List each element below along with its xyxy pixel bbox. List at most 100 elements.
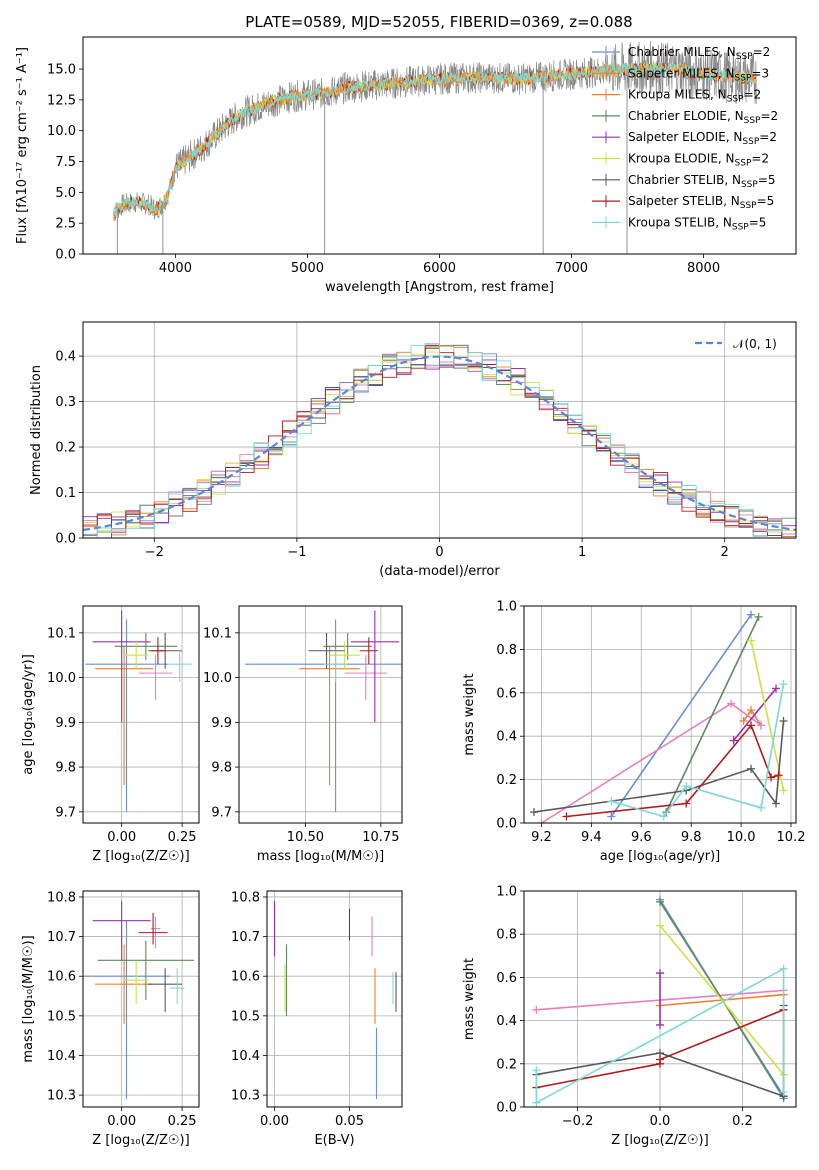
y-tick-label: 0.0 <box>496 817 517 832</box>
y-tick-label: 9.9 <box>211 716 232 731</box>
y-tick-label: 10.4 <box>47 1049 76 1064</box>
y-tick-label: 0.8 <box>496 928 517 943</box>
axes-frame <box>523 605 797 824</box>
y-tick-label: 0.4 <box>496 1014 517 1029</box>
legend-label: 𝒩(0, 1) <box>733 337 777 351</box>
y-axis-label: Normed distribution <box>29 365 44 495</box>
x-axis-label: Z [log₁₀(Z/Z☉)] <box>92 849 189 864</box>
data-point <box>656 897 664 906</box>
legend-label: Kroupa MILES, NSSP=2 <box>628 88 761 105</box>
x-tick-label: −0.2 <box>562 1114 594 1129</box>
y-tick-label: 10.1 <box>203 626 232 641</box>
axes-frame <box>523 890 797 1108</box>
y-tick-label: 10.4 <box>231 1049 260 1064</box>
x-tick-label: 0.0 <box>650 1114 671 1129</box>
x-tick-label: 9.2 <box>531 830 552 845</box>
x-tick-label: 9.8 <box>681 830 702 845</box>
y-tick-label: 0.1 <box>55 486 76 501</box>
data-point <box>562 812 571 821</box>
x-axis-label: wavelength [Angstrom, rest frame] <box>325 280 554 295</box>
y-axis-label: mass [log₁₀(M/M☉)] <box>21 935 36 1062</box>
x-tick-label: −1 <box>287 545 306 560</box>
y-tick-label: 10.7 <box>231 930 260 945</box>
legend-label: Kroupa ELODIE, NSSP=2 <box>628 152 769 169</box>
y-axis-label: mass weight <box>462 673 477 755</box>
y-tick-label: 10.8 <box>47 890 76 905</box>
y-tick-label: 0.0 <box>55 248 76 263</box>
data-point <box>607 812 616 821</box>
plot-area <box>112 40 757 254</box>
y-tick-label: 12.5 <box>47 93 76 108</box>
axes-frame <box>82 36 797 255</box>
y-tick-label: 0.0 <box>496 1101 517 1116</box>
legend-label: Kroupa STELIB, NSSP=5 <box>628 215 766 232</box>
x-tick-label: 0.00 <box>107 830 136 845</box>
data-point <box>682 782 691 791</box>
data-point <box>779 964 788 973</box>
axes-frame <box>82 605 200 824</box>
data-point <box>532 1005 541 1014</box>
histogram-step-line <box>96 342 796 538</box>
plot-area <box>273 900 397 1100</box>
x-tick-label: 2 <box>721 545 729 560</box>
panel-mass-weight-vs-Z: −0.2 0.0 0.2 0.0 0.2 0.4 0.6 0.8 1.0 Z [log₁₀(Z/Z… <box>462 885 797 1148</box>
x-tick-label: 0.2 <box>732 1114 753 1129</box>
y-tick-label: 1.0 <box>496 600 517 615</box>
panel-age-vs-Z: 0.00 0.25 9.7 9.8 9.9 10.0 10.1 Z [log₁₀(Z/Z☉)]… <box>21 605 200 864</box>
data-point <box>729 736 738 745</box>
series-line <box>533 720 785 813</box>
y-tick-label: 2.5 <box>55 217 76 232</box>
legend-label: Chabrier ELODIE, NSSP=2 <box>628 109 778 126</box>
y-axis-label: age [log₁₀(age/yr)] <box>21 654 36 775</box>
legend-label: Salpeter STELIB, NSSP=5 <box>628 194 774 211</box>
legend-label: Chabrier STELIB, NSSP=5 <box>628 173 776 190</box>
data-point <box>529 808 538 817</box>
y-tick-label: 0.2 <box>496 773 517 788</box>
series-line <box>610 614 752 817</box>
figure-title: PLATE=0589, MJD=52055, FIBERID=0369, z=0… <box>245 13 632 31</box>
x-tick-label: 7000 <box>555 261 588 276</box>
data-point <box>532 1066 541 1075</box>
series-line <box>541 702 762 823</box>
x-tick-label: 0.00 <box>107 1114 136 1129</box>
data-point <box>747 706 756 715</box>
x-tick-label: 0 <box>435 545 443 560</box>
data-point <box>767 773 776 782</box>
y-tick-label: 1.0 <box>496 885 517 900</box>
y-tick-label: 0.2 <box>55 441 76 456</box>
y-tick-label: 0.3 <box>55 395 76 410</box>
y-tick-label: 9.8 <box>211 761 232 776</box>
y-tick-label: 9.9 <box>55 716 76 731</box>
data-point <box>656 1020 664 1029</box>
x-tick-label: 6000 <box>423 261 456 276</box>
plot-area <box>532 895 788 1107</box>
y-tick-label: 9.8 <box>55 761 76 776</box>
series-line <box>750 640 785 791</box>
y-tick-label: 9.7 <box>55 805 76 820</box>
y-tick-label: 10.0 <box>47 671 76 686</box>
x-tick-label: 10.75 <box>362 830 399 845</box>
y-tick-label: 0.0 <box>55 532 76 547</box>
plot-area <box>529 610 788 823</box>
y-tick-label: 10.0 <box>203 671 232 686</box>
y-tick-label: 0.8 <box>496 643 517 658</box>
y-axis-label: mass weight <box>462 958 477 1040</box>
axes-frame <box>266 890 403 1108</box>
data-point <box>747 721 756 730</box>
panel-mass-weight-vs-age: 9.2 9.4 9.6 9.8 10.0 10.2 0.0 0.2 0.4 0.6 0.8 1.0 ag… <box>462 600 805 865</box>
y-tick-label: 0.6 <box>496 971 517 986</box>
normal-curve <box>83 355 796 532</box>
x-tick-label: 0.05 <box>335 1114 364 1129</box>
y-tick-label: 15.0 <box>47 63 76 78</box>
y-tick-label: 10.8 <box>231 890 260 905</box>
panels: 4000 5000 6000 7000 80000.02.55.07.510.012.5… <box>15 36 805 1148</box>
data-point <box>779 680 788 689</box>
axes-frame <box>238 605 403 824</box>
data-point <box>682 799 691 808</box>
data-point <box>532 1098 541 1107</box>
y-tick-label: 10.3 <box>47 1089 76 1104</box>
x-tick-label: −2 <box>145 545 164 560</box>
y-tick-label: 10.1 <box>47 626 76 641</box>
data-point <box>607 797 616 806</box>
